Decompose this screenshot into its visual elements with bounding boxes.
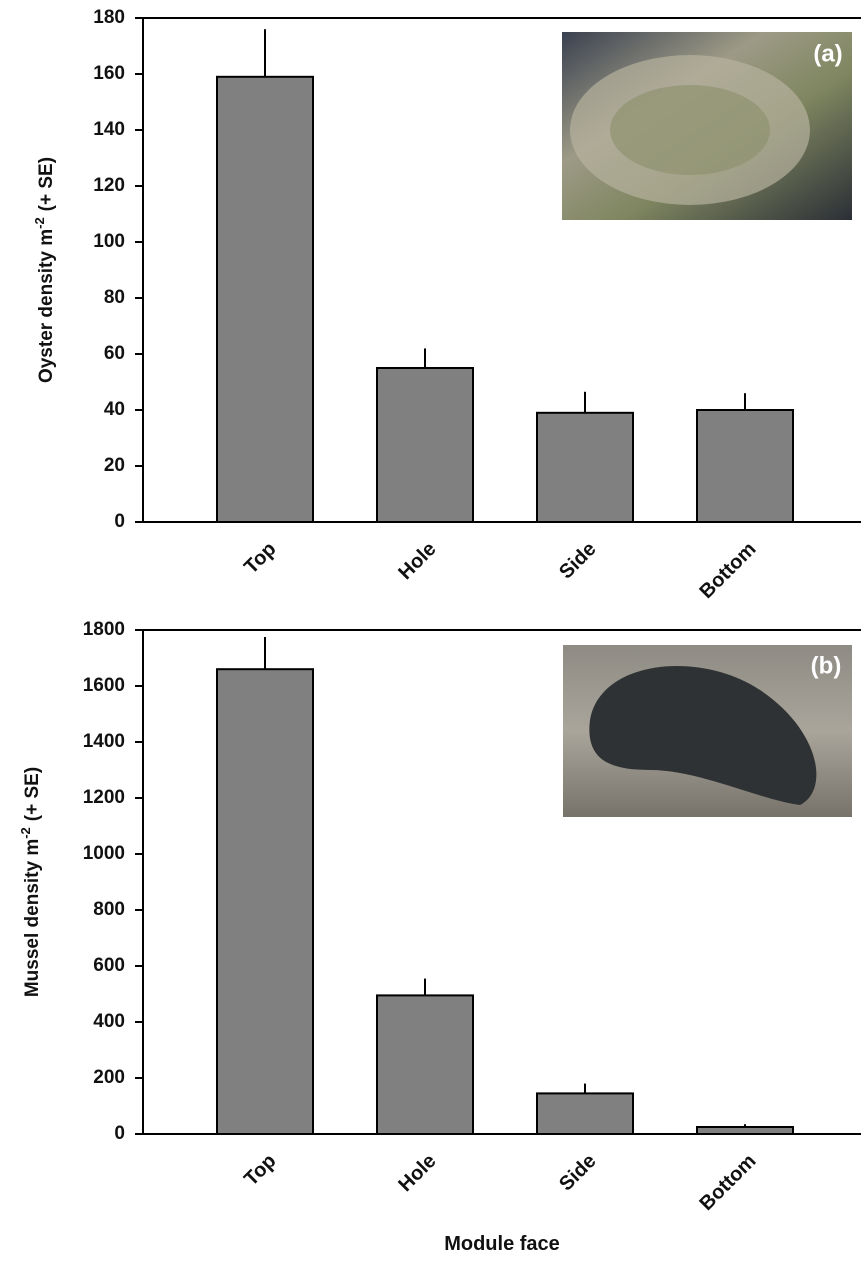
x-tick-label: Top [240, 1150, 280, 1190]
x-tick-label: Bottom [695, 538, 760, 603]
bar [696, 409, 794, 523]
y-label-sup: -2 [18, 827, 33, 839]
y-axis-label: Oyster density m-2 (+ SE) [32, 157, 57, 383]
y-tick-label: 100 [93, 231, 125, 252]
panel-label: (a) [813, 40, 842, 67]
x-tick-label: Side [555, 1150, 600, 1195]
bar [376, 367, 474, 523]
y-tick-label: 180 [93, 7, 125, 28]
y-tick-label: 1400 [83, 731, 125, 752]
x-tick-label: Hole [394, 538, 440, 584]
y-tick-label: 0 [114, 1123, 125, 1144]
photo-mussel [563, 645, 852, 817]
y-tick-label: 1000 [83, 843, 125, 864]
photo-oyster [562, 32, 852, 220]
bar [376, 994, 474, 1136]
bar [216, 668, 314, 1135]
y-tick-label: 80 [104, 287, 125, 308]
y-tick-label: 200 [93, 1067, 125, 1088]
y-label-suffix: (+ SE) [36, 157, 57, 211]
y-tick-label: 1200 [83, 787, 125, 808]
y-label-text: Mussel density m [22, 839, 43, 997]
y-tick-label: 160 [93, 63, 125, 84]
x-tick-label: Hole [394, 1150, 440, 1196]
y-tick-label: 1800 [83, 619, 125, 640]
bar [536, 1092, 634, 1136]
bar [536, 411, 634, 523]
y-tick-label: 60 [104, 343, 125, 364]
y-tick-label: 800 [93, 899, 125, 920]
x-axis-label: Module face [444, 1233, 560, 1255]
x-tick-label: Top [240, 538, 280, 578]
y-tick-label: 600 [93, 955, 125, 976]
y-tick-label: 40 [104, 399, 125, 420]
bar [696, 1126, 794, 1135]
y-label-sup: -2 [32, 217, 47, 229]
y-tick-label: 120 [93, 175, 125, 196]
y-tick-label: 1600 [83, 675, 125, 696]
y-tick-label: 400 [93, 1011, 125, 1032]
panel-label: (b) [811, 652, 842, 679]
y-tick-label: 20 [104, 455, 125, 476]
y-label-text: Oyster density m [36, 229, 57, 383]
y-tick-label: 0 [114, 511, 125, 532]
bar [216, 75, 314, 524]
x-tick-label: Bottom [695, 1150, 760, 1215]
y-axis-label: Mussel density m-2 (+ SE) [18, 767, 43, 997]
x-tick-label: Side [555, 538, 600, 583]
y-label-suffix: (+ SE) [22, 767, 43, 821]
y-tick-label: 140 [93, 119, 125, 140]
